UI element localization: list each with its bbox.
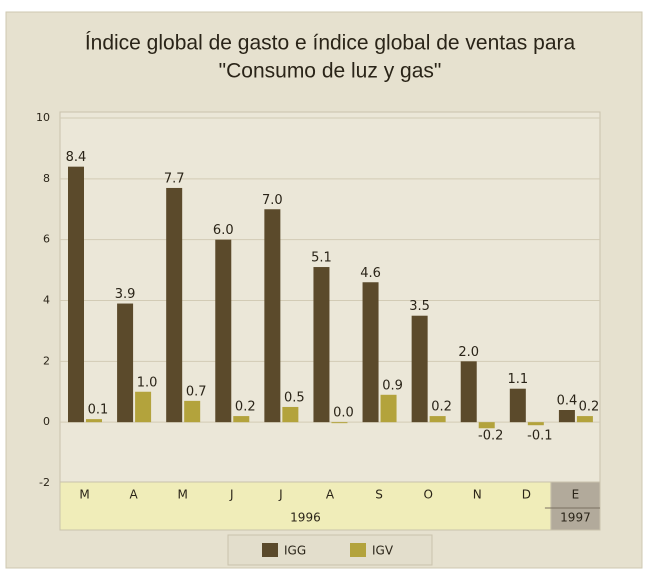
- y-tick-label: 2: [43, 354, 50, 367]
- bar: [558, 410, 575, 423]
- group-label: 1997: [560, 511, 591, 525]
- bar: [380, 394, 397, 423]
- value-label: 8.4: [66, 150, 87, 165]
- chart-title: "Consumo de luz y gas": [219, 60, 442, 83]
- bar: [313, 267, 330, 423]
- bar: [184, 400, 201, 423]
- value-label: 4.6: [360, 266, 381, 281]
- bar: [576, 416, 593, 423]
- legend-label: IGV: [372, 544, 394, 558]
- x-tick-label: D: [522, 488, 531, 502]
- bar: [527, 422, 544, 426]
- y-tick-label: 8: [43, 172, 50, 185]
- x-tick-label: A: [326, 488, 335, 502]
- x-tick-label: S: [375, 488, 383, 502]
- x-tick-label: J: [278, 488, 283, 502]
- y-tick-label: 0: [43, 415, 50, 428]
- bar: [509, 388, 526, 423]
- bar: [68, 166, 84, 423]
- y-tick-label: 10: [36, 111, 50, 124]
- bar: [166, 187, 183, 423]
- x-tick-label: O: [423, 488, 432, 502]
- group-label: 1996: [290, 511, 321, 525]
- category-strip: [550, 481, 601, 531]
- bar: [117, 303, 134, 423]
- bar: [478, 422, 495, 429]
- x-tick-label: E: [572, 488, 580, 502]
- value-label: 0.9: [382, 378, 403, 393]
- value-label: 7.0: [262, 193, 283, 208]
- value-label: 1.1: [507, 372, 528, 387]
- legend-swatch: [350, 543, 366, 557]
- x-tick-label: M: [79, 488, 89, 502]
- bar: [215, 239, 232, 423]
- value-label: 0.0: [333, 406, 354, 421]
- bar: [264, 209, 281, 423]
- value-label: 6.0: [213, 223, 234, 238]
- bar: [282, 406, 299, 423]
- value-label: 5.1: [311, 251, 332, 266]
- bar: [411, 315, 428, 423]
- legend-swatch: [262, 543, 278, 557]
- bar: [362, 282, 379, 423]
- value-label: 2.0: [458, 345, 479, 360]
- x-tick-label: A: [130, 488, 139, 502]
- x-tick-label: J: [229, 488, 234, 502]
- bar: [86, 419, 102, 423]
- plot-area: [59, 111, 601, 483]
- value-label: 0.2: [579, 400, 600, 415]
- value-label: 0.4: [557, 394, 578, 409]
- value-label: 3.5: [409, 299, 430, 314]
- value-label: 0.7: [186, 384, 207, 399]
- legend-label: IGG: [284, 544, 306, 558]
- y-tick-label: 6: [43, 233, 50, 246]
- y-tick-label: -2: [39, 476, 50, 489]
- legend-box: [227, 534, 433, 566]
- bar: [460, 361, 477, 423]
- value-label: -0.1: [527, 429, 552, 444]
- category-strip: [59, 481, 552, 531]
- value-label: 0.5: [284, 390, 305, 405]
- bar: [233, 416, 250, 423]
- x-tick-label: M: [178, 488, 188, 502]
- value-label: 1.0: [137, 375, 158, 390]
- bar: [429, 416, 446, 423]
- y-tick-label: 4: [43, 294, 50, 307]
- bar: [135, 391, 152, 423]
- value-label: 0.2: [431, 400, 452, 415]
- value-label: 7.7: [164, 171, 185, 186]
- value-label: 3.9: [115, 287, 136, 302]
- bar: [331, 422, 348, 424]
- value-label: -0.2: [478, 429, 503, 444]
- value-label: 0.2: [235, 400, 256, 415]
- chart-title: Índice global de gasto e índice global d…: [85, 32, 576, 55]
- value-label: 0.1: [88, 403, 109, 418]
- x-tick-label: N: [473, 488, 482, 502]
